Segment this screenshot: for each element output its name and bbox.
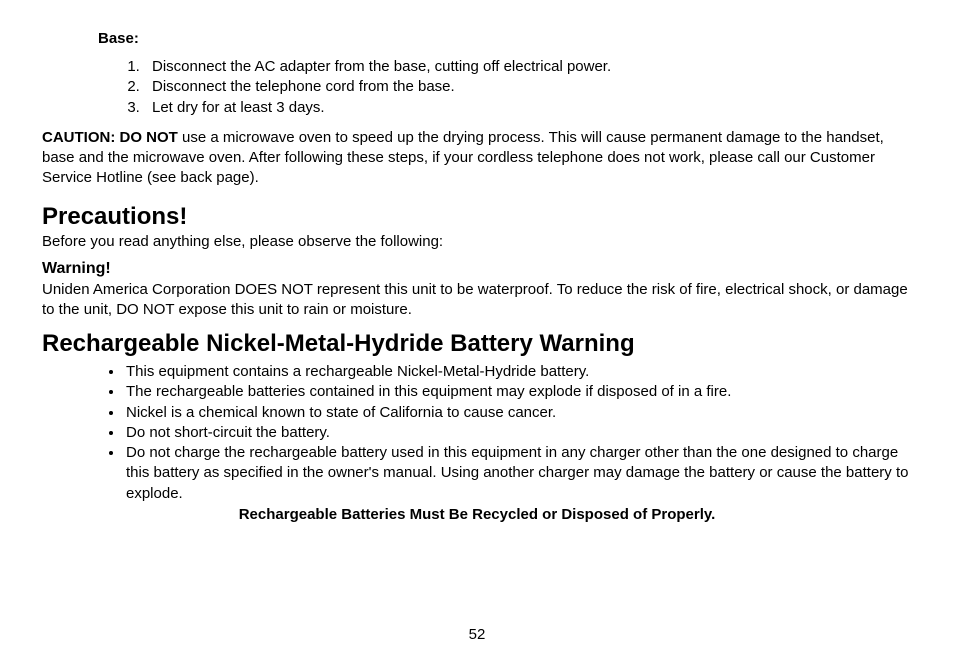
list-item: Disconnect the AC adapter from the base,… (144, 57, 912, 77)
list-item: Do not charge the rechargeable battery u… (124, 443, 912, 504)
recycle-notice: Rechargeable Batteries Must Be Recycled … (42, 506, 912, 523)
document-page: Base: Disconnect the AC adapter from the… (0, 0, 954, 543)
list-item: Let dry for at least 3 days. (144, 98, 912, 118)
list-item: Do not short-circuit the battery. (124, 423, 912, 443)
list-item: Nickel is a chemical known to state of C… (124, 403, 912, 423)
warning-text: Uniden America Corporation DOES NOT repr… (42, 280, 912, 321)
base-label: Base: (98, 30, 912, 47)
caution-paragraph: CAUTION: DO NOT use a microwave oven to … (42, 128, 912, 189)
caution-prefix: CAUTION: DO NOT (42, 129, 178, 146)
base-steps-list: Disconnect the AC adapter from the base,… (42, 57, 912, 118)
battery-heading: Rechargeable Nickel-Metal-Hydride Batter… (42, 330, 912, 358)
list-item: The rechargeable batteries contained in … (124, 382, 912, 402)
warning-label: Warning! (42, 260, 912, 278)
precautions-intro: Before you read anything else, please ob… (42, 233, 912, 250)
list-item: This equipment contains a rechargeable N… (124, 362, 912, 382)
battery-bullets: This equipment contains a rechargeable N… (42, 362, 912, 504)
list-item: Disconnect the telephone cord from the b… (144, 77, 912, 97)
page-number: 52 (0, 626, 954, 643)
precautions-heading: Precautions! (42, 203, 912, 231)
